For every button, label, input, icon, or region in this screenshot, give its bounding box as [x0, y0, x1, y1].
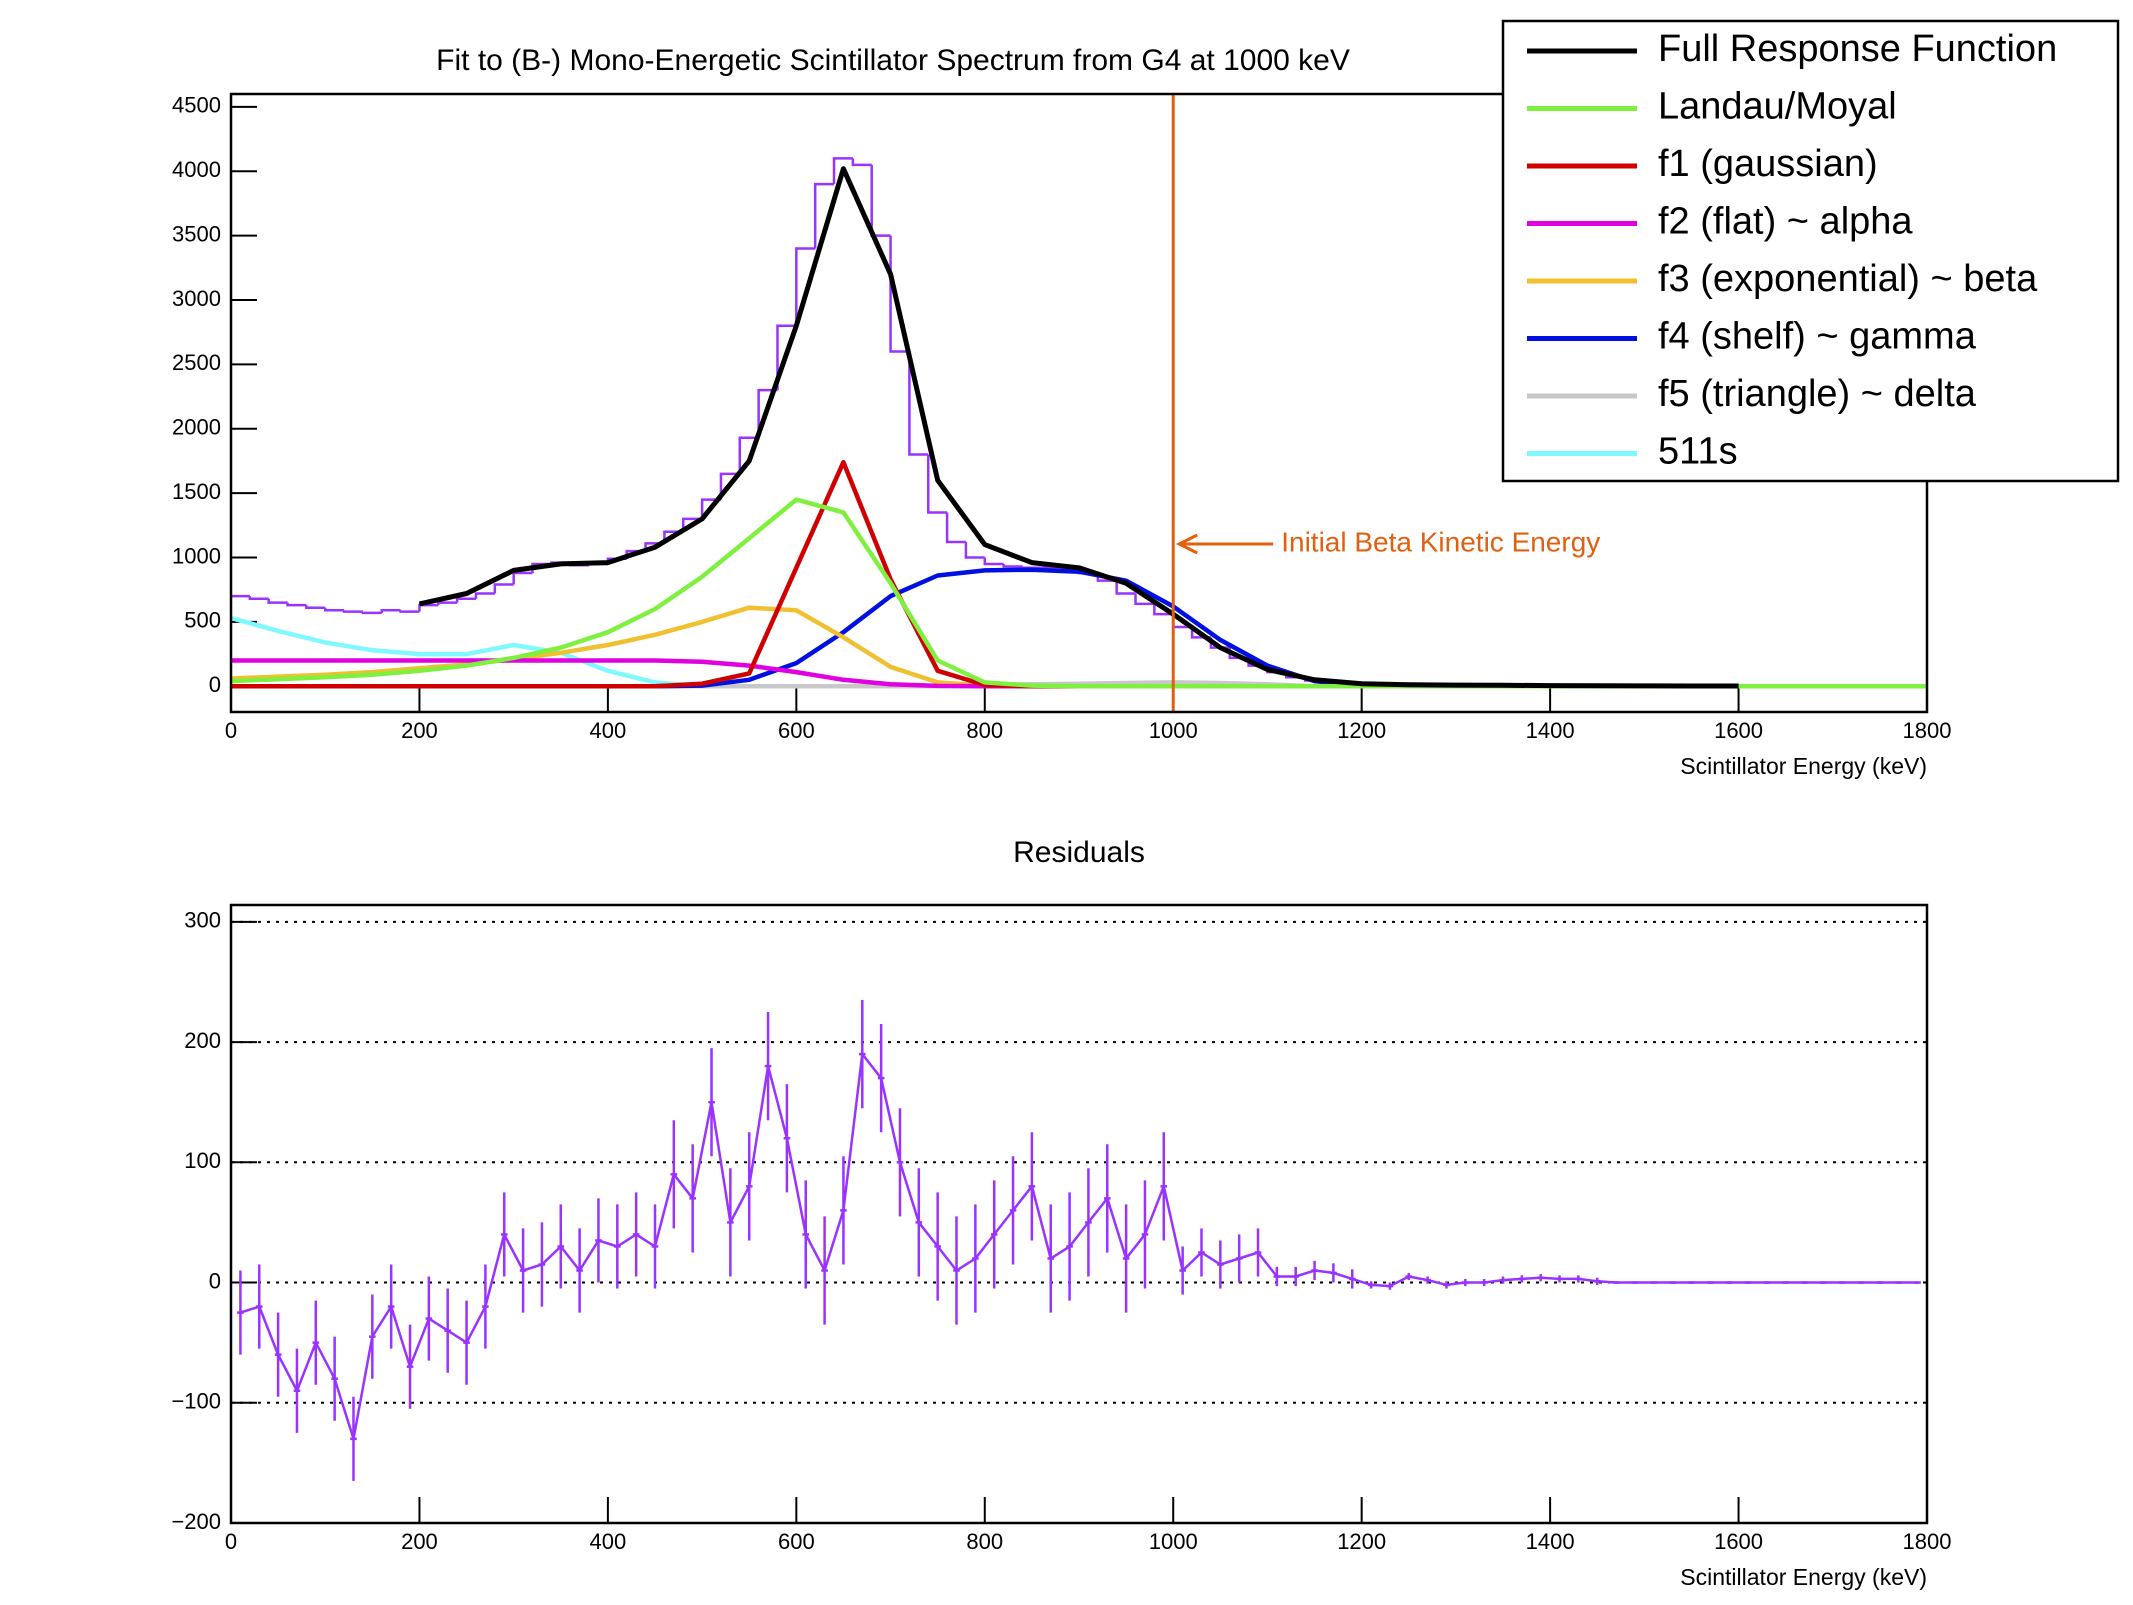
- y-tick-label: 2500: [172, 350, 221, 375]
- x-tick-label: 0: [225, 718, 237, 743]
- y-tick-label: 0: [209, 672, 221, 697]
- legend-label: Landau/Moyal: [1658, 86, 1897, 128]
- legend: Full Response Function Landau/Moyal f1 (ga…: [1503, 21, 2118, 481]
- data-layer: [237, 1000, 1921, 1481]
- y-tick-label: 4000: [172, 157, 221, 182]
- histogram-bin: [476, 594, 495, 599]
- histogram-bin: [382, 610, 401, 613]
- y-tick-label: 200: [184, 1028, 221, 1053]
- x-tick-label: 200: [401, 1529, 438, 1554]
- y-tick-label: 500: [184, 608, 221, 633]
- y-tick-label: 1500: [172, 479, 221, 504]
- x-tick-label: 400: [590, 718, 627, 743]
- y-tick-label: 0: [209, 1268, 221, 1293]
- x-tick-label: 1800: [1903, 718, 1952, 743]
- x-tick-label: 600: [778, 718, 815, 743]
- x-tick-label: 1000: [1149, 1529, 1198, 1554]
- histogram-bin: [872, 165, 891, 236]
- legend-label: Full Response Function: [1658, 28, 2057, 70]
- histogram-bin: [325, 608, 344, 611]
- legend-label: f3 (exponential) ~ beta: [1658, 258, 2038, 300]
- histogram-bin: [438, 603, 457, 606]
- legend-label: f4 (shelf) ~ gamma: [1658, 316, 1977, 358]
- legend-label: 511s: [1658, 431, 1738, 473]
- x-tick-label: 0: [225, 1529, 237, 1554]
- histogram-bin: [250, 596, 269, 599]
- histogram-bin: [457, 599, 476, 603]
- legend-label: f5 (triangle) ~ delta: [1658, 373, 1977, 415]
- fit-curve: [231, 608, 1927, 687]
- x-tick-label: 1200: [1337, 1529, 1386, 1554]
- y-tick-label: 3500: [172, 221, 221, 246]
- y-tick-label: 1000: [172, 543, 221, 568]
- x-axis-label: Scintillator Energy (keV): [1680, 1564, 1927, 1590]
- legend-label: f2 (flat) ~ alpha: [1658, 201, 1913, 243]
- histogram-bin: [344, 610, 363, 611]
- x-tick-label: 1800: [1903, 1529, 1952, 1554]
- y-tick-label: 100: [184, 1148, 221, 1173]
- x-tick-label: 1000: [1149, 718, 1198, 743]
- residual-line: [240, 1054, 1917, 1439]
- legend-label: f1 (gaussian): [1658, 143, 1878, 185]
- fit-curve: [231, 570, 1927, 687]
- histogram-bin: [363, 612, 382, 613]
- x-tick-label: 800: [966, 1529, 1003, 1554]
- x-axis-label: Scintillator Energy (keV): [1680, 753, 1927, 779]
- x-tick-label: 800: [966, 718, 1003, 743]
- histogram-bin: [853, 158, 872, 164]
- x-tick-label: 400: [590, 1529, 627, 1554]
- histogram-bin: [1004, 564, 1023, 567]
- x-tick-label: 1200: [1337, 718, 1386, 743]
- y-tick-label: −100: [171, 1389, 221, 1414]
- annotation-label: Initial Beta Kinetic Energy: [1281, 526, 1600, 557]
- y-tick-label: −200: [171, 1509, 221, 1534]
- x-tick-label: 1600: [1714, 1529, 1763, 1554]
- x-tick-label: 1600: [1714, 718, 1763, 743]
- chart-title: Residuals: [1013, 836, 1145, 869]
- histogram-bin: [288, 603, 307, 606]
- histogram-bin: [269, 599, 288, 603]
- x-tick-label: 1400: [1526, 718, 1575, 743]
- y-tick-label: 300: [184, 908, 221, 933]
- x-tick-label: 1400: [1526, 1529, 1575, 1554]
- histogram-bin: [495, 585, 514, 594]
- y-tick-label: 2000: [172, 415, 221, 440]
- fit-curve: [231, 618, 1927, 686]
- y-tick-label: 3000: [172, 286, 221, 311]
- histogram-bin: [985, 558, 1004, 564]
- histogram-bin: [401, 610, 420, 611]
- histogram-bin: [514, 573, 533, 585]
- x-tick-label: 600: [778, 1529, 815, 1554]
- chart-title: Fit to (B-) Mono-Energetic Scintillator …: [436, 44, 1350, 77]
- x-tick-label: 200: [401, 718, 438, 743]
- y-tick-label: 4500: [172, 93, 221, 118]
- histogram-bin: [306, 605, 325, 608]
- histogram-bin: [419, 605, 438, 611]
- plot-frame: [231, 905, 1927, 1523]
